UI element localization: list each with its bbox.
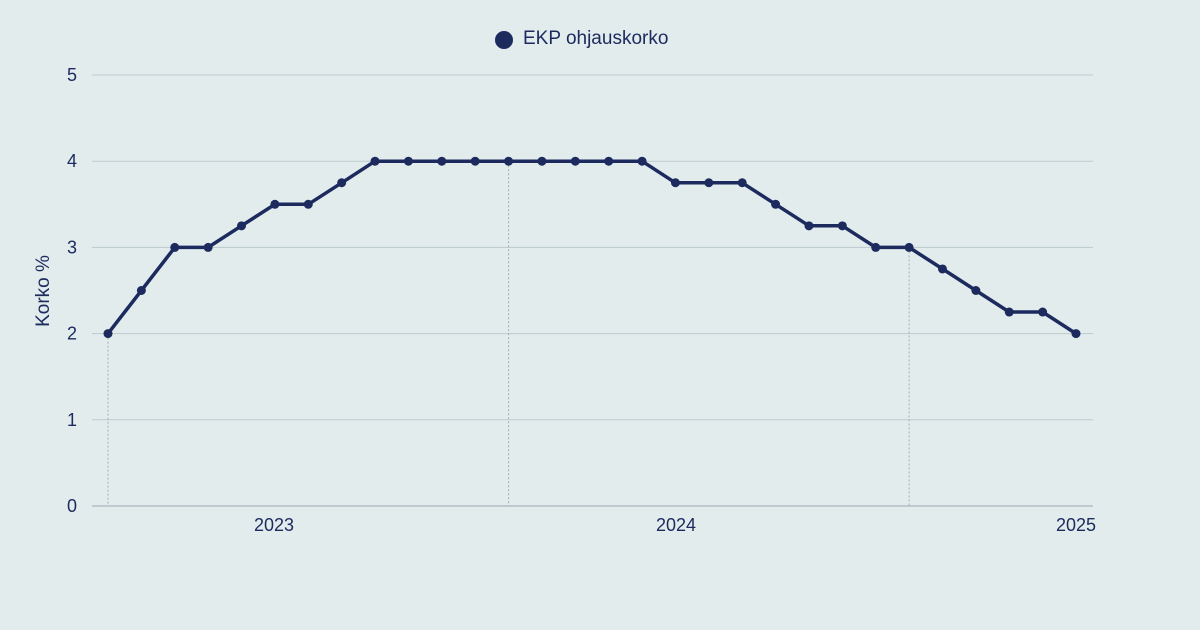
- data-point[interactable]: [937, 264, 947, 274]
- data-point[interactable]: [337, 178, 347, 188]
- data-point[interactable]: [470, 156, 480, 166]
- legend-label: EKP ohjauskorko: [523, 28, 668, 49]
- data-point[interactable]: [537, 156, 547, 166]
- data-point[interactable]: [604, 156, 614, 166]
- x-axis-ticks: 2023 2024 2025: [254, 515, 1096, 535]
- data-point[interactable]: [403, 156, 413, 166]
- year-divider-lines: [107, 161, 910, 506]
- y-tick-label: 0: [67, 496, 77, 516]
- y-tick-label: 1: [67, 410, 77, 430]
- data-point[interactable]: [270, 199, 280, 209]
- y-tick-label: 5: [67, 65, 77, 85]
- data-point[interactable]: [670, 178, 680, 188]
- x-tick-label: 2023: [254, 515, 294, 535]
- data-point[interactable]: [971, 286, 981, 295]
- data-point[interactable]: [103, 329, 113, 339]
- data-point[interactable]: [203, 242, 213, 252]
- data-point[interactable]: [704, 178, 714, 188]
- data-point[interactable]: [437, 156, 447, 166]
- data-point[interactable]: [237, 221, 247, 231]
- data-point[interactable]: [170, 242, 180, 252]
- x-tick-label: 2025: [1056, 515, 1096, 535]
- data-point[interactable]: [303, 199, 313, 209]
- data-point[interactable]: [637, 156, 647, 166]
- legend-marker: [495, 31, 513, 49]
- series-ekp-ohjauskorko: [103, 156, 1081, 339]
- data-point[interactable]: [1071, 329, 1081, 339]
- data-point[interactable]: [904, 242, 914, 252]
- data-point[interactable]: [570, 156, 580, 166]
- series-line: [106, 159, 1078, 336]
- data-point[interactable]: [771, 199, 781, 209]
- gridlines: [92, 74, 1093, 507]
- data-point[interactable]: [871, 242, 881, 252]
- y-tick-label: 3: [67, 237, 77, 257]
- y-axis-title: Korko %: [33, 255, 54, 327]
- legend[interactable]: EKP ohjauskorko: [495, 28, 668, 49]
- data-point[interactable]: [737, 178, 747, 188]
- data-point[interactable]: [804, 221, 814, 231]
- data-point[interactable]: [1004, 307, 1014, 317]
- data-point[interactable]: [370, 156, 380, 166]
- data-point[interactable]: [1038, 307, 1048, 317]
- x-tick-label: 2024: [656, 515, 696, 535]
- y-tick-label: 4: [67, 151, 77, 171]
- data-point[interactable]: [837, 221, 847, 231]
- y-tick-label: 2: [67, 324, 77, 344]
- data-point[interactable]: [504, 156, 514, 166]
- data-point[interactable]: [136, 286, 146, 295]
- y-axis-ticks: 0 1 2 3 4 5: [67, 65, 77, 516]
